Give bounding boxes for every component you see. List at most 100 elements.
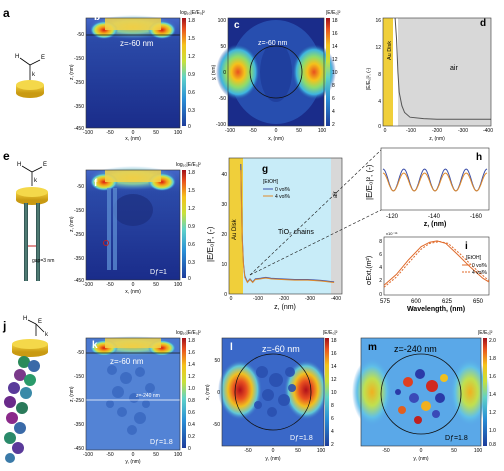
- y-axis-label: z, (nm): [69, 64, 75, 80]
- tio2-chain: [24, 203, 28, 281]
- x-tick: -50: [106, 452, 113, 458]
- series-line-0: [383, 240, 490, 286]
- x-tick: 625: [442, 299, 453, 305]
- au-disk-region: [229, 158, 243, 294]
- cbar-tick: 2: [332, 122, 335, 128]
- x-tick: 650: [473, 299, 484, 305]
- cut-annotation: z=-60 nm: [258, 40, 288, 47]
- cbar-tick: 0: [188, 446, 191, 452]
- panel-j: j H E k: [2, 316, 49, 463]
- colorbar: [326, 18, 330, 126]
- x-tick: -100: [253, 296, 263, 302]
- zoom-connector: [249, 209, 382, 276]
- cbar-tick: 14: [332, 44, 338, 50]
- x-tick: -140: [428, 214, 441, 220]
- au-disk: [105, 170, 161, 182]
- y-axis-label: σExt,(m²): [366, 256, 373, 285]
- x-tick: 50: [451, 448, 457, 454]
- chain-label: TiO₂ chains: [278, 229, 314, 236]
- cut-annotation: z=-60 nm: [262, 344, 300, 354]
- x-axis-label: x, (nm): [125, 136, 141, 142]
- x-tick: -100: [83, 130, 93, 136]
- cbar-tick: 1.4: [489, 392, 496, 398]
- tio2-chain: [107, 188, 111, 270]
- x-tick: 50: [295, 448, 301, 454]
- y-axis-label: |E/E₀|², (-): [206, 226, 215, 262]
- x-tick: -50: [249, 128, 256, 134]
- x-tick: -50: [244, 448, 251, 454]
- y-tick: -150: [74, 208, 84, 214]
- y-tick: -350: [74, 422, 84, 428]
- y-tick: 12: [375, 45, 381, 51]
- h-arrow: [19, 57, 31, 66]
- tio2-chain: [36, 203, 40, 281]
- cbar-tick: 0.9: [188, 224, 195, 230]
- disk-label: Au Disk: [387, 41, 393, 60]
- x-tick: 100: [318, 128, 327, 134]
- panel-letter: m: [368, 342, 377, 353]
- y-axis-label: |E/E₀|², (-): [366, 67, 372, 90]
- cbar-tick: 6: [332, 96, 335, 102]
- legend-entry: 0 vol%: [472, 263, 488, 269]
- y-tick: -50: [77, 32, 84, 38]
- cbar-tick: 2.0: [489, 338, 496, 344]
- y-tick: 8: [378, 72, 381, 78]
- x-tick: 50: [296, 128, 302, 134]
- cbar-tick: 0: [188, 276, 191, 282]
- e-arrow: [29, 59, 41, 66]
- y-axis-label: z, (nm): [69, 216, 75, 232]
- cbar-tick: 1.6: [188, 350, 195, 356]
- x-tick: 575: [380, 299, 391, 305]
- legend-entry: 4 vol%: [275, 194, 291, 200]
- df-label: Dƒ=1.8: [290, 435, 313, 442]
- y-tick: 0: [224, 292, 227, 298]
- air-region: [331, 158, 342, 294]
- x-tick: -100: [225, 128, 235, 134]
- y-tick: 0: [378, 124, 381, 130]
- x-axis-label: z, (nm): [429, 136, 445, 142]
- y-tick: -450: [74, 126, 84, 132]
- tio2-chain: [113, 188, 117, 270]
- x-axis-label: y, (nm): [125, 459, 141, 465]
- panel-letter: e: [3, 149, 10, 163]
- cbar-tick: 10: [331, 390, 337, 396]
- au-disk: [105, 338, 161, 348]
- x-tick: -400: [483, 128, 493, 134]
- cbar-tick: 1.5: [188, 36, 195, 42]
- y-tick: -150: [74, 56, 84, 62]
- plot-d-marks: [394, 17, 491, 120]
- series-line-0: [394, 17, 491, 120]
- y-tick: 50: [220, 44, 226, 50]
- x-tick: -100: [406, 128, 416, 134]
- colorbar-title: log₁₀|E/E₀|²: [176, 330, 201, 336]
- fractal-aggregate: [4, 356, 40, 463]
- x-tick: 50: [153, 452, 159, 458]
- colorbar-title: log₁₀|E/E₀|²: [176, 162, 201, 168]
- gap-label: gap=3 nm: [32, 258, 54, 264]
- series-line-1: [383, 240, 490, 288]
- air-label: air: [333, 191, 339, 198]
- panel-letter: f: [94, 178, 98, 189]
- x-axis-label: x, (nm): [268, 136, 284, 142]
- disk-outline: [380, 353, 462, 435]
- x-tick: 100: [174, 452, 183, 458]
- x-axis-label: z, (nm): [274, 304, 296, 311]
- panel-letter: a: [3, 6, 10, 20]
- e-label: E: [38, 319, 42, 325]
- x-tick: 0: [132, 452, 135, 458]
- cbar-tick: 4: [332, 109, 335, 115]
- y-tick: -50: [77, 350, 84, 356]
- panel-h: h |E/E₀|², (-) -120 -140 -160 z, (nm): [365, 147, 490, 228]
- y-tick: 16: [375, 18, 381, 24]
- y-tick: 20: [221, 232, 227, 238]
- y-tick: 2: [379, 278, 382, 284]
- h-label: H: [15, 54, 19, 60]
- x-axis-label: x, (nm): [125, 289, 141, 295]
- x-tick: -100: [83, 452, 93, 458]
- legend-entry: 0 vol%: [275, 187, 291, 193]
- x-tick: 0: [230, 296, 233, 302]
- aggregate-cross-section: [395, 369, 448, 424]
- x-tick: 50: [153, 130, 159, 136]
- colorbar: [325, 338, 329, 446]
